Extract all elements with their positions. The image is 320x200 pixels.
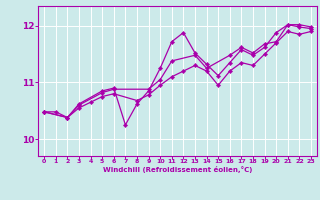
X-axis label: Windchill (Refroidissement éolien,°C): Windchill (Refroidissement éolien,°C) (103, 166, 252, 173)
